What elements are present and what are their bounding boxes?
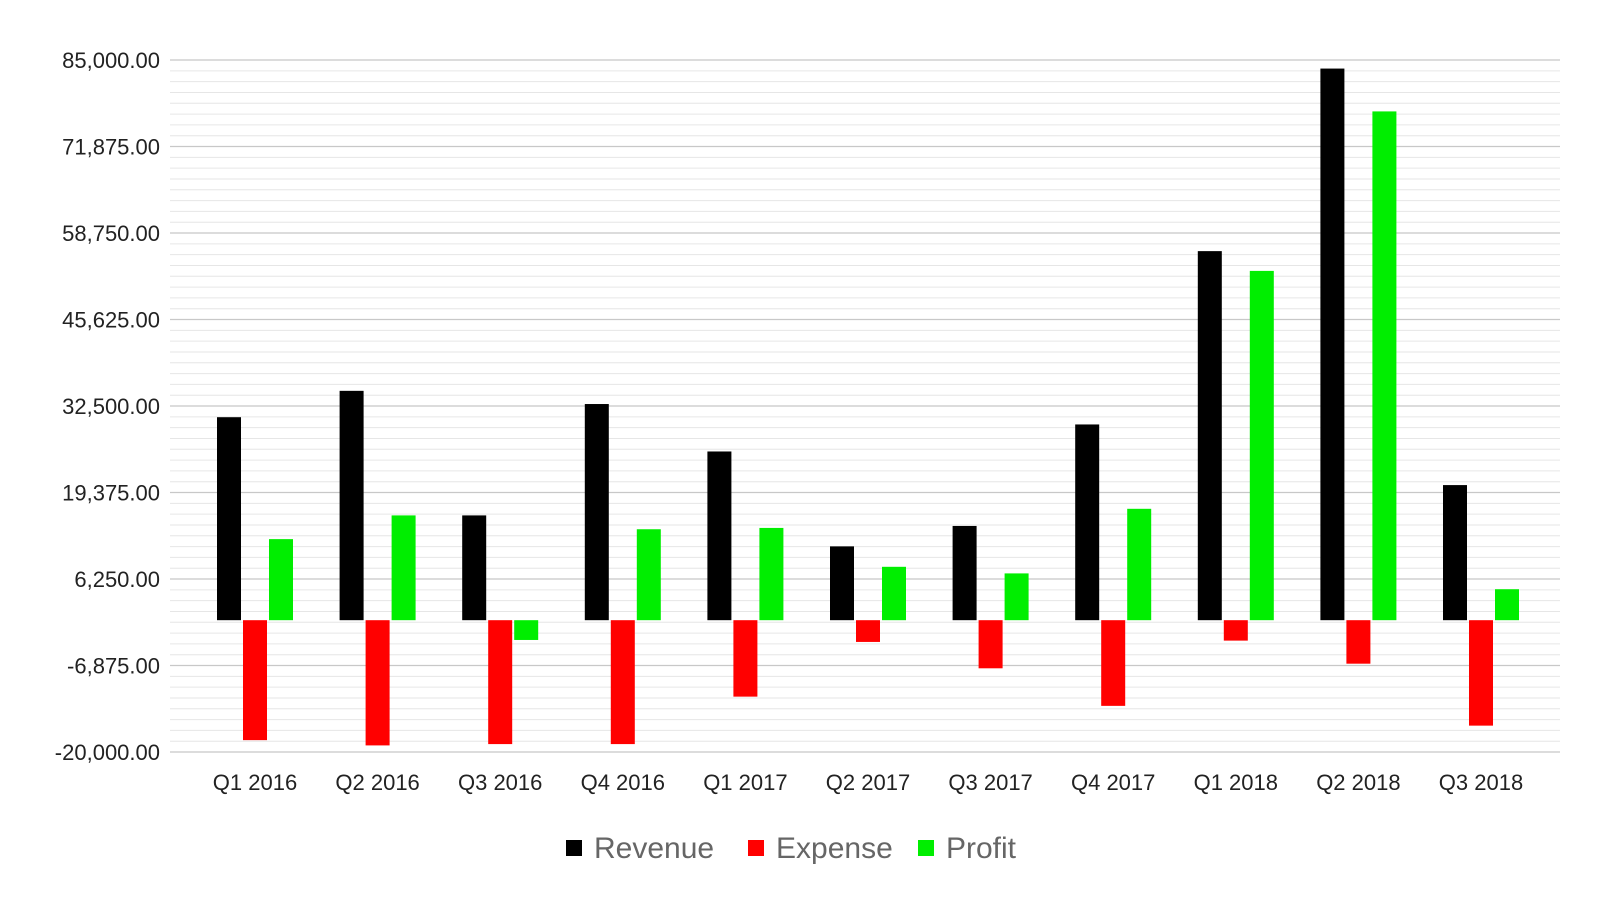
x-tick-label: Q1 2018 (1194, 770, 1278, 795)
bar-expense (1223, 620, 1248, 641)
bar-expense (610, 620, 635, 745)
legend-label-expense: Expense (776, 832, 893, 865)
x-tick-label: Q3 2018 (1439, 770, 1523, 795)
y-tick-label: 85,000.00 (62, 48, 160, 73)
legend-swatch-revenue (566, 840, 582, 856)
x-tick-label: Q4 2017 (1071, 770, 1155, 795)
bar-expense (488, 620, 513, 745)
bar-revenue (952, 525, 977, 621)
y-tick-label: -20,000.00 (55, 740, 160, 765)
bar-expense (1469, 620, 1493, 726)
bar-expense (733, 620, 758, 697)
bar-expense (243, 620, 267, 741)
x-tick-label: Q2 2017 (826, 770, 910, 795)
bar-revenue (1075, 424, 1100, 621)
y-tick-label: 19,375.00 (62, 481, 160, 506)
y-tick-label: 6,250.00 (74, 567, 160, 592)
bar-expense (978, 620, 1003, 669)
y-tick-label: 32,500.00 (62, 394, 160, 419)
bar-expense (1346, 620, 1371, 664)
bars (217, 68, 1519, 746)
legend-label-revenue: Revenue (594, 832, 714, 865)
legend: Revenue Expense Profit (566, 832, 1017, 865)
x-tick-label: Q2 2018 (1316, 770, 1400, 795)
legend-swatch-expense (748, 840, 764, 856)
bar-revenue (584, 404, 609, 621)
bar-revenue (1443, 485, 1467, 621)
bar-revenue (1320, 68, 1345, 621)
bar-profit (1004, 573, 1029, 621)
x-tick-label: Q1 2017 (703, 770, 787, 795)
bar-expense (1101, 620, 1126, 706)
bar-profit (391, 515, 416, 621)
x-axis-ticks: Q1 2016 Q2 2016 Q3 2016 Q4 2016 Q1 2017 Q2 20… (213, 770, 1523, 795)
bar-profit (636, 529, 661, 621)
y-axis-ticks: 85,000.00 71,875.00 58,750.00 45,625.00 32,5… (55, 48, 160, 765)
bar-revenue (830, 546, 854, 621)
y-tick-label: 71,875.00 (62, 135, 160, 160)
bar-revenue (217, 417, 241, 621)
bar-profit (1249, 270, 1274, 621)
bar-profit (1127, 508, 1152, 621)
bar-expense (365, 620, 390, 746)
bar-expense (856, 620, 880, 642)
bar-revenue (339, 390, 364, 621)
x-tick-label: Q4 2016 (581, 770, 665, 795)
bar-profit (1372, 111, 1397, 621)
y-tick-label: 58,750.00 (62, 221, 160, 246)
legend-swatch-profit (918, 840, 934, 856)
x-tick-label: Q2 2016 (335, 770, 419, 795)
y-tick-label: 45,625.00 (62, 308, 160, 333)
bar-revenue (707, 451, 732, 621)
x-tick-label: Q1 2016 (213, 770, 297, 795)
x-tick-label: Q3 2017 (948, 770, 1032, 795)
bar-revenue (1197, 251, 1222, 621)
y-tick-label: -6,875.00 (67, 654, 160, 679)
bar-profit (759, 527, 784, 621)
bar-profit (1495, 589, 1519, 621)
bar-profit (882, 566, 906, 621)
bar-revenue (462, 515, 487, 621)
legend-label-profit: Profit (946, 832, 1017, 865)
bar-profit (269, 539, 293, 621)
bar-profit (514, 620, 539, 640)
x-tick-label: Q3 2016 (458, 770, 542, 795)
